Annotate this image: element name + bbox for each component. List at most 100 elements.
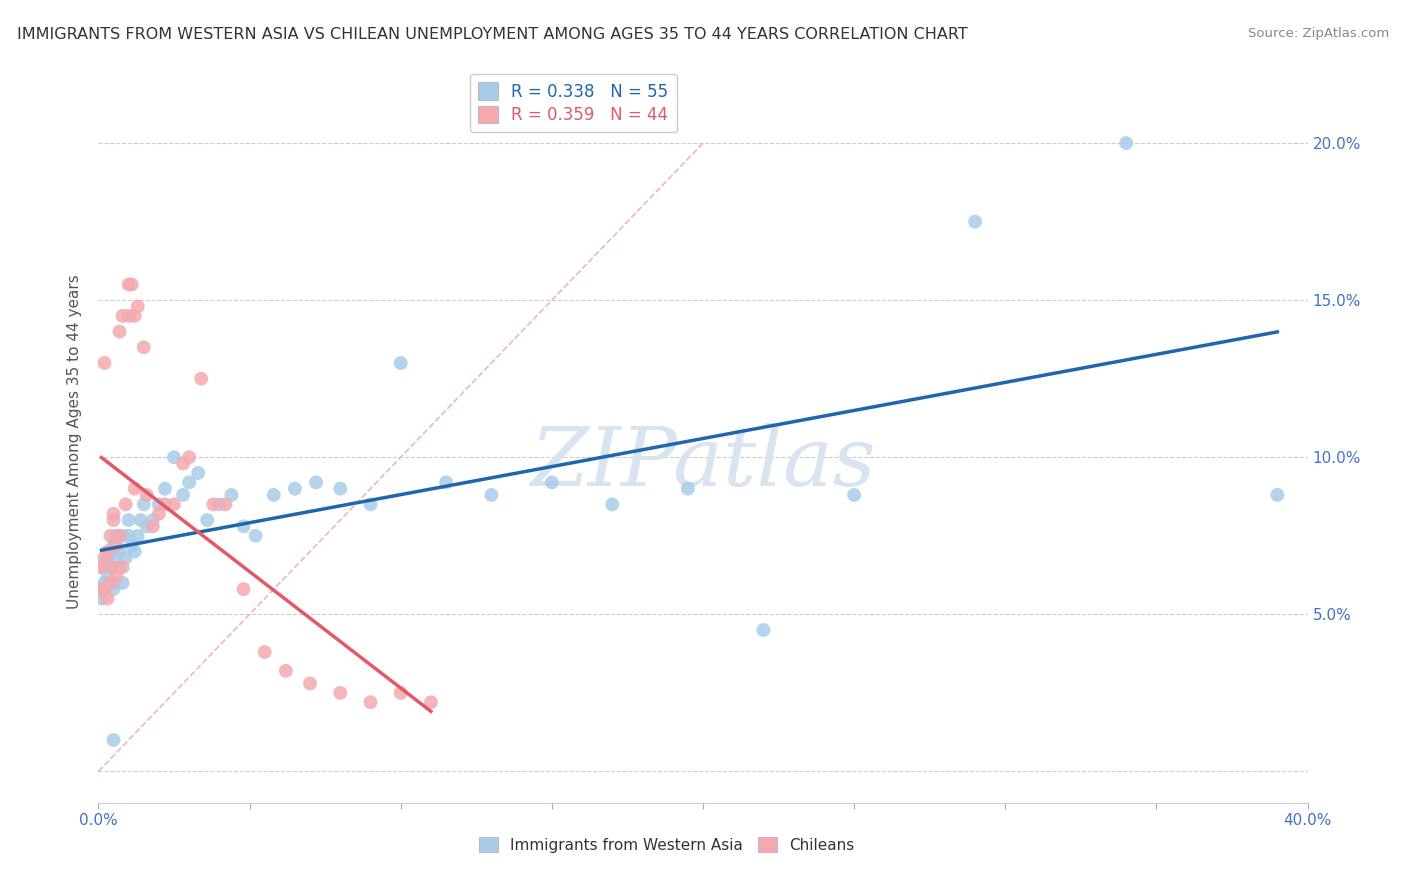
Point [540, 475, 562, 490]
Point [148, 497, 170, 511]
Point [111, 560, 134, 574]
Point [108, 529, 131, 543]
Point [100, 544, 122, 558]
Point [752, 623, 775, 637]
Point [142, 519, 165, 533]
Point [118, 277, 141, 292]
Point [284, 482, 307, 496]
Point [108, 560, 131, 574]
Text: IMMIGRANTS FROM WESTERN ASIA VS CHILEAN UNEMPLOYMENT AMONG AGES 35 TO 44 YEARS C: IMMIGRANTS FROM WESTERN ASIA VS CHILEAN … [17, 27, 967, 42]
Point [90, 560, 112, 574]
Point [232, 519, 254, 533]
Point [389, 686, 412, 700]
Point [190, 372, 212, 386]
Point [163, 450, 186, 465]
Point [232, 582, 254, 597]
Point [132, 497, 155, 511]
Point [105, 550, 128, 565]
Point [103, 560, 125, 574]
Point [118, 309, 141, 323]
Point [118, 513, 141, 527]
Point [103, 733, 125, 747]
Point [124, 482, 146, 496]
Point [221, 488, 243, 502]
Point [108, 325, 131, 339]
Point [111, 529, 134, 543]
Point [108, 544, 131, 558]
Point [142, 513, 165, 527]
Legend: Immigrants from Western Asia, Chileans: Immigrants from Western Asia, Chileans [472, 829, 862, 860]
Point [111, 309, 134, 323]
Point [676, 482, 699, 496]
Point [360, 497, 382, 511]
Point [179, 450, 201, 465]
Point [114, 497, 136, 511]
Point [263, 488, 285, 502]
Point [103, 507, 125, 521]
Point [1115, 136, 1137, 150]
Point [195, 513, 218, 527]
Point [202, 497, 225, 511]
Point [103, 538, 125, 552]
Point [208, 497, 231, 511]
Point [111, 575, 134, 590]
Point [844, 488, 866, 502]
Point [105, 569, 128, 583]
Point [93, 356, 115, 370]
Point [329, 686, 352, 700]
Point [93, 582, 115, 597]
Point [93, 582, 115, 597]
Point [434, 475, 457, 490]
Point [305, 475, 328, 490]
Point [96, 544, 118, 558]
Point [96, 569, 118, 583]
Point [103, 575, 125, 590]
Point [172, 457, 194, 471]
Text: ZIPatlas: ZIPatlas [530, 423, 876, 503]
Point [135, 519, 157, 533]
Point [135, 488, 157, 502]
Point [965, 214, 987, 228]
Point [179, 475, 201, 490]
Point [96, 591, 118, 606]
Point [100, 529, 122, 543]
Point [163, 497, 186, 511]
Point [172, 488, 194, 502]
Point [129, 513, 152, 527]
Point [105, 538, 128, 552]
Point [124, 544, 146, 558]
Point [121, 277, 143, 292]
Text: Source: ZipAtlas.com: Source: ZipAtlas.com [1249, 27, 1389, 40]
Point [132, 340, 155, 354]
Point [602, 497, 624, 511]
Point [90, 560, 112, 574]
Point [90, 591, 112, 606]
Point [121, 538, 143, 552]
Point [127, 529, 149, 543]
Point [481, 488, 503, 502]
Point [100, 560, 122, 574]
Point [153, 482, 176, 496]
Point [90, 582, 112, 597]
Point [127, 300, 149, 314]
Point [329, 482, 352, 496]
Point [93, 575, 115, 590]
Point [299, 676, 322, 690]
Point [114, 550, 136, 565]
Point [274, 664, 297, 678]
Point [103, 513, 125, 527]
Point [360, 695, 382, 709]
Point [124, 309, 146, 323]
Point [93, 550, 115, 565]
Point [118, 529, 141, 543]
Point [148, 507, 170, 521]
Point [105, 529, 128, 543]
Y-axis label: Unemployment Among Ages 35 to 44 years: Unemployment Among Ages 35 to 44 years [67, 274, 83, 609]
Point [214, 497, 236, 511]
Point [96, 550, 118, 565]
Point [420, 695, 443, 709]
Point [187, 466, 209, 480]
Point [153, 497, 176, 511]
Point [245, 529, 267, 543]
Point [1267, 488, 1289, 502]
